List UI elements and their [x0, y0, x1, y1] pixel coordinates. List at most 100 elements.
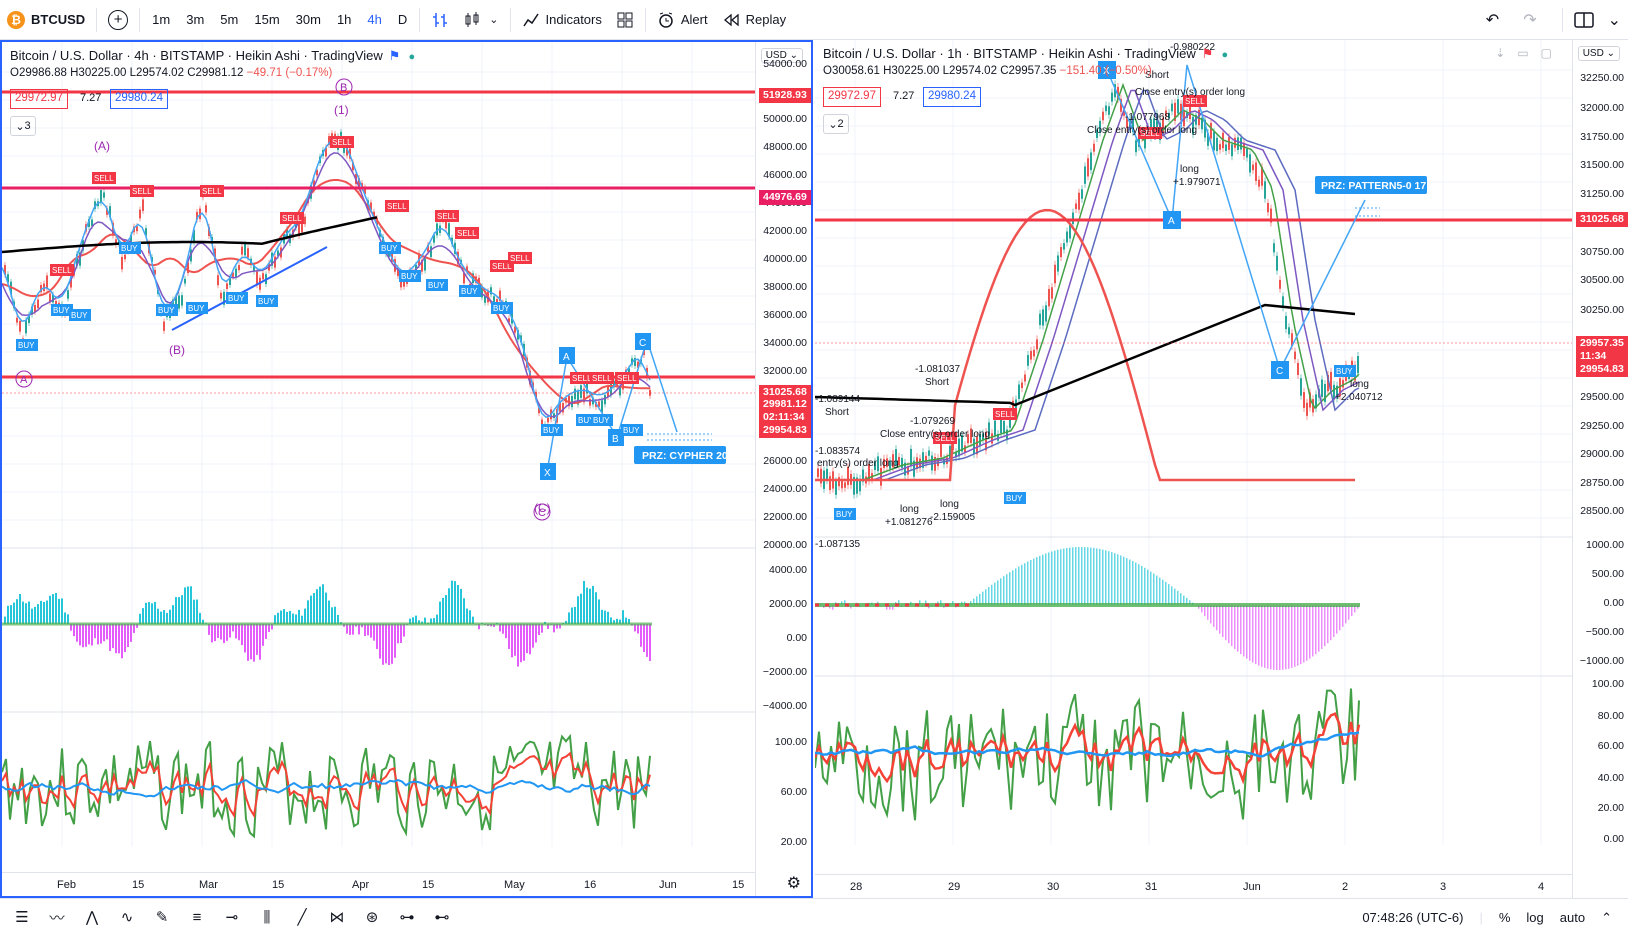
elliott-wave-icon[interactable]: ∿ [120, 909, 134, 926]
brush-icon[interactable]: ✎ [155, 909, 169, 926]
settings-gear-icon[interactable]: ⚙ [786, 875, 801, 892]
indicators-collapse-button[interactable]: ⌄ 2 [823, 114, 849, 134]
redo-button[interactable]: ↷ [1516, 0, 1543, 40]
compare-symbol-button[interactable]: + [101, 0, 135, 40]
alert-button[interactable]: Alert [650, 0, 715, 40]
chart-canvas-right[interactable]: PRZ: PATTERN5-0 17 A C X BUY BUY BUY SELL SELL SE… [815, 40, 1572, 870]
pane-controls[interactable]: ⇣▭▢ [1495, 46, 1564, 60]
histogram-bar [181, 595, 183, 624]
gann-fib-icon[interactable]: 〰 [49, 909, 65, 927]
candle-body [352, 162, 354, 171]
interval-15m[interactable]: 15m [254, 12, 280, 27]
histogram-bar [127, 624, 129, 648]
currency-button[interactable]: USD ⌄ [760, 48, 803, 63]
cycle-lines-icon[interactable]: ⊛ [365, 909, 379, 926]
currency-button[interactable]: USD ⌄ [1577, 46, 1620, 61]
interval-4h[interactable]: 4h [367, 12, 382, 27]
log-toggle[interactable]: log [1526, 910, 1544, 925]
price-scale-left[interactable]: USD ⌄ 54000.00 50000.00 48000.00 46000.00 44… [755, 42, 811, 896]
buy-price-box[interactable]: 29980.24 [110, 89, 168, 109]
sell-price-box[interactable]: 29972.97 [823, 87, 881, 107]
horizontal-line-icon[interactable]: ⊸ [225, 909, 239, 926]
price-tick-label: 100.00 [1591, 678, 1624, 690]
histogram-bar [337, 614, 339, 624]
auto-toggle[interactable]: auto [1559, 910, 1586, 925]
trade-annotation: Close entry(s) order long [1135, 87, 1245, 98]
candle-body [982, 433, 984, 440]
candle-body [370, 202, 372, 211]
stoch-green-line [2, 733, 651, 839]
interval-d[interactable]: D [397, 12, 408, 27]
patterns-icon[interactable]: ⋀ [85, 909, 99, 926]
histogram-bar [1018, 566, 1020, 605]
histogram-bar [211, 624, 213, 643]
expand-icon[interactable]: ⌃ [1601, 909, 1612, 925]
histogram-bar [445, 595, 447, 624]
candle-body [1063, 243, 1065, 250]
sell-price-box[interactable]: 29972.97 [10, 89, 68, 109]
xabcd-pattern-icon[interactable]: ⋈ [329, 909, 345, 926]
interval-1h[interactable]: 1h [336, 12, 352, 27]
more-button[interactable]: ⌄ [1601, 0, 1628, 40]
histogram-bar [49, 595, 51, 624]
histogram-bar [25, 603, 27, 624]
histogram-bar [640, 624, 642, 647]
trend-line-tools-icon[interactable]: ☰ [15, 909, 29, 926]
replay-button[interactable]: Replay [715, 0, 793, 40]
sell-label: SELL [1185, 97, 1205, 106]
line-tool-icon[interactable]: ╱ [297, 909, 307, 926]
interval-30m[interactable]: 30m [295, 12, 321, 27]
candle-body [325, 147, 327, 157]
ohlc-high: H30225.00 [70, 67, 127, 79]
candle-body [46, 275, 48, 289]
symbol-search[interactable]: ₿ BTCUSD [0, 0, 92, 40]
histogram-bar [13, 602, 15, 624]
chart-pane-left[interactable]: PRZ: CYPHER 20 A X B C SELL SELL SELL SELL SELL SE… [0, 40, 813, 898]
candle-body [121, 256, 123, 270]
candle-body [463, 272, 465, 284]
forecasting-icon[interactable]: ⊶ [399, 909, 415, 926]
candle-body [1027, 355, 1029, 366]
chart-type-button[interactable]: ⌄ [456, 0, 505, 40]
candle-body [1039, 313, 1041, 326]
histogram-bar [1204, 605, 1206, 617]
undo-button[interactable]: ↶ [1479, 0, 1506, 40]
bars-pattern-icon[interactable]: ⫼ [263, 908, 271, 926]
buy-price-box[interactable]: 29980.24 [923, 87, 981, 107]
time-scale-right[interactable]: 28 29 30 31 Jun 2 3 4 [815, 874, 1572, 898]
measure-icon[interactable]: ⊷ [434, 909, 450, 926]
indicators-button[interactable]: Indicators [515, 0, 609, 40]
candle-body [124, 254, 126, 260]
interval-3m[interactable]: 3m [186, 12, 205, 27]
interval-1m[interactable]: 1m [152, 12, 171, 27]
histogram-bar [115, 624, 117, 654]
chart-pane-right[interactable]: PRZ: PATTERN5-0 17 A C X BUY BUY BUY SELL SELL SE… [815, 40, 1628, 898]
fib-retracement-icon[interactable]: ≡ [192, 908, 202, 926]
percent-toggle[interactable]: % [1498, 910, 1511, 925]
histogram-bar [151, 603, 153, 624]
time-tick-label: 15 [272, 879, 285, 891]
interval-5m[interactable]: 5m [220, 12, 239, 27]
candle-body [262, 273, 264, 280]
time-scale-left[interactable]: Feb 15 Mar 15 Apr 15 May 16 Jun 15 [2, 872, 756, 896]
sell-label: SELL [995, 410, 1015, 419]
histogram-bar [1132, 561, 1134, 605]
price-scale-right[interactable]: USD ⌄ 32250.00 32000.00 31750.00 31500.00 31… [1572, 40, 1628, 898]
buy-marker [119, 242, 141, 254]
time-tick-label: Mar [199, 879, 218, 891]
histogram-bar [31, 608, 33, 624]
templates-button[interactable] [609, 0, 641, 40]
pattern-point-badge [559, 347, 575, 364]
candle-body [454, 242, 456, 254]
candle-body [232, 272, 234, 277]
layout-button[interactable] [1567, 0, 1601, 40]
histogram-bar [1141, 565, 1143, 605]
candle-body [67, 290, 69, 299]
clock-display[interactable]: 07:48:26 (UTC-6) [1362, 910, 1464, 925]
indicators-collapse-button[interactable]: ⌄ 3 [10, 116, 36, 136]
symbol-name: BTCUSD [31, 12, 86, 27]
bar-style-button[interactable] [424, 0, 456, 40]
candle-body [1168, 112, 1170, 119]
histogram-bar [472, 616, 474, 624]
